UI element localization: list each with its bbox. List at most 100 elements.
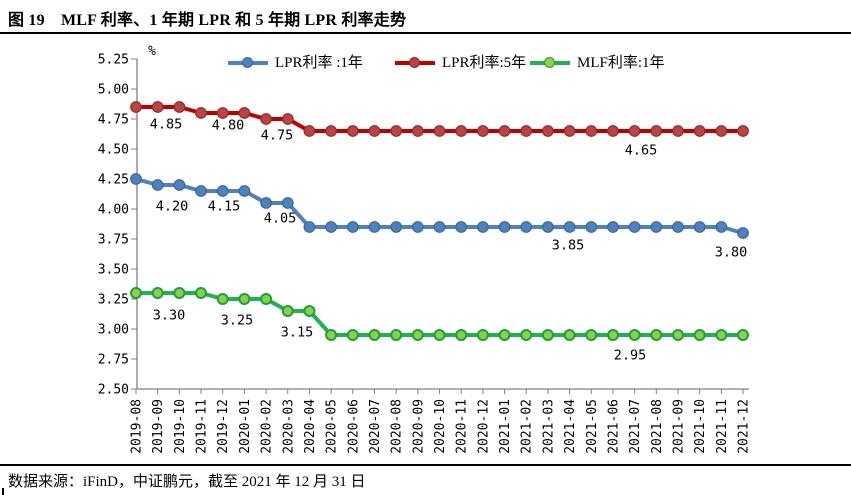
x-tick-label: 2021-11: [715, 399, 730, 454]
series-1-marker: [650, 125, 663, 137]
figure-title: 图 19 MLF 利率、1 年期 LPR 和 5 年期 LPR 利率走势: [8, 12, 407, 29]
series-2-marker: [628, 329, 641, 341]
series-2-marker: [672, 329, 684, 341]
x-tick-label: 2019-12: [216, 399, 231, 454]
point-label: 4.05: [264, 211, 297, 227]
legend-dot-icon: [409, 57, 420, 68]
series-1-marker: [195, 107, 207, 119]
legend-label: MLF利率:1年: [577, 55, 665, 71]
x-tick-label: 2021-05: [585, 399, 600, 454]
series-0-marker: [715, 221, 728, 233]
series-1-marker: [628, 125, 641, 137]
series-1-marker: [390, 125, 403, 137]
series-1-marker: [563, 125, 576, 137]
series-0-marker: [238, 185, 251, 197]
y-tick-label: 2.50: [98, 383, 129, 398]
series-0-marker: [433, 221, 446, 233]
series-0-marker: [477, 221, 489, 233]
series-0-marker: [130, 173, 142, 185]
x-tick-label: 2020-10: [433, 399, 448, 454]
series-2-marker: [585, 329, 598, 341]
title-divider: [0, 32, 851, 34]
series-2-marker: [693, 329, 706, 341]
x-tick-label: 2021-01: [498, 399, 513, 454]
x-tick-label: 2019-09: [151, 399, 166, 454]
series-0-marker: [542, 221, 554, 233]
series-2-marker: [390, 329, 403, 341]
point-label: 4.20: [156, 199, 189, 215]
series-0-marker: [498, 221, 511, 233]
series-0-marker: [390, 221, 403, 233]
y-tick-label: 5.25: [98, 53, 129, 68]
series-1-marker: [303, 125, 316, 137]
x-tick-label: 2020-06: [346, 399, 361, 454]
point-label: 3.80: [715, 245, 748, 261]
series-1-marker: [281, 113, 294, 125]
series-1-marker: [607, 125, 619, 137]
series-2-marker: [455, 329, 468, 341]
x-tick-label: 2020-11: [455, 399, 470, 454]
series-0-marker: [563, 221, 576, 233]
series-2-marker: [715, 329, 728, 341]
series-1-marker: [368, 125, 381, 137]
series-2-marker: [303, 305, 316, 317]
point-label: 4.75: [261, 128, 294, 144]
series-0-marker: [650, 221, 663, 233]
x-tick-label: 2021-12: [737, 399, 752, 454]
legend-label: LPR利率:5年: [442, 55, 527, 71]
series-1-marker: [520, 125, 533, 137]
series-1-marker: [173, 101, 186, 113]
series-1-marker: [737, 125, 749, 137]
series-1-marker: [130, 101, 142, 113]
legend-line-marker-icon: [395, 57, 435, 68]
series-1-marker: [455, 125, 468, 137]
series-2-marker: [238, 293, 251, 305]
series-1-marker: [238, 107, 251, 119]
legend-dot-icon: [544, 57, 555, 68]
series-0-marker: [585, 221, 598, 233]
y-axis-unit-label: %: [148, 44, 156, 59]
x-tick-label: 2021-06: [606, 399, 621, 454]
x-tick-label: 2021-09: [672, 399, 687, 454]
point-label: 3.30: [153, 308, 186, 324]
x-tick-label: 2021-07: [628, 399, 643, 454]
chart-area: 5.25 5.00 4.75 4.50 4.25 4.00 3.75 3.50 3.25 3.00…: [0, 33, 851, 465]
series-1-marker: [585, 125, 598, 137]
series-2-marker: [541, 329, 554, 341]
x-tick-label: 2020-08: [390, 399, 405, 454]
y-tick-label: 5.00: [98, 83, 129, 98]
x-tick-label: 2020-12: [476, 399, 491, 454]
series-2-marker: [498, 329, 511, 341]
x-tick-label: 2021-08: [650, 399, 665, 454]
series-2-marker: [433, 329, 446, 341]
series-1-marker: [346, 125, 359, 137]
x-tick-label: 2020-02: [260, 399, 275, 454]
point-label: 3.25: [221, 313, 254, 329]
series-0-marker: [628, 221, 641, 233]
series-2-marker: [216, 293, 229, 305]
series-0-marker: [303, 221, 316, 233]
series-0-marker: [607, 221, 619, 233]
chart-plot: 5.25 5.00 4.75 4.50 4.25 4.00 3.75 3.50 3.25 3.00…: [98, 44, 752, 454]
series-0-marker: [281, 197, 294, 209]
series-0-marker: [693, 221, 706, 233]
legend-item-lpr-5y: LPR利率:5年: [395, 54, 526, 72]
series-1-marker: [542, 125, 554, 137]
series-1-marker: [325, 125, 338, 137]
series-1-marker: [151, 101, 164, 113]
y-tick-label: 4.75: [98, 113, 129, 128]
series-2-marker: [281, 305, 294, 317]
series-0-marker: [346, 221, 359, 233]
x-tick-label: 2020-03: [281, 399, 296, 454]
series-1-marker: [498, 125, 511, 137]
x-tick-label: 2019-10: [173, 399, 188, 454]
x-tick-label: 2020-01: [238, 399, 253, 454]
y-tick-label: 3.50: [98, 263, 129, 278]
point-label: 4.85: [150, 117, 183, 133]
series-2-marker: [368, 329, 381, 341]
y-tick-label: 4.50: [98, 143, 129, 158]
series-2-marker: [195, 287, 207, 299]
point-label: 3.15: [281, 325, 314, 341]
series-0-marker: [151, 179, 164, 191]
